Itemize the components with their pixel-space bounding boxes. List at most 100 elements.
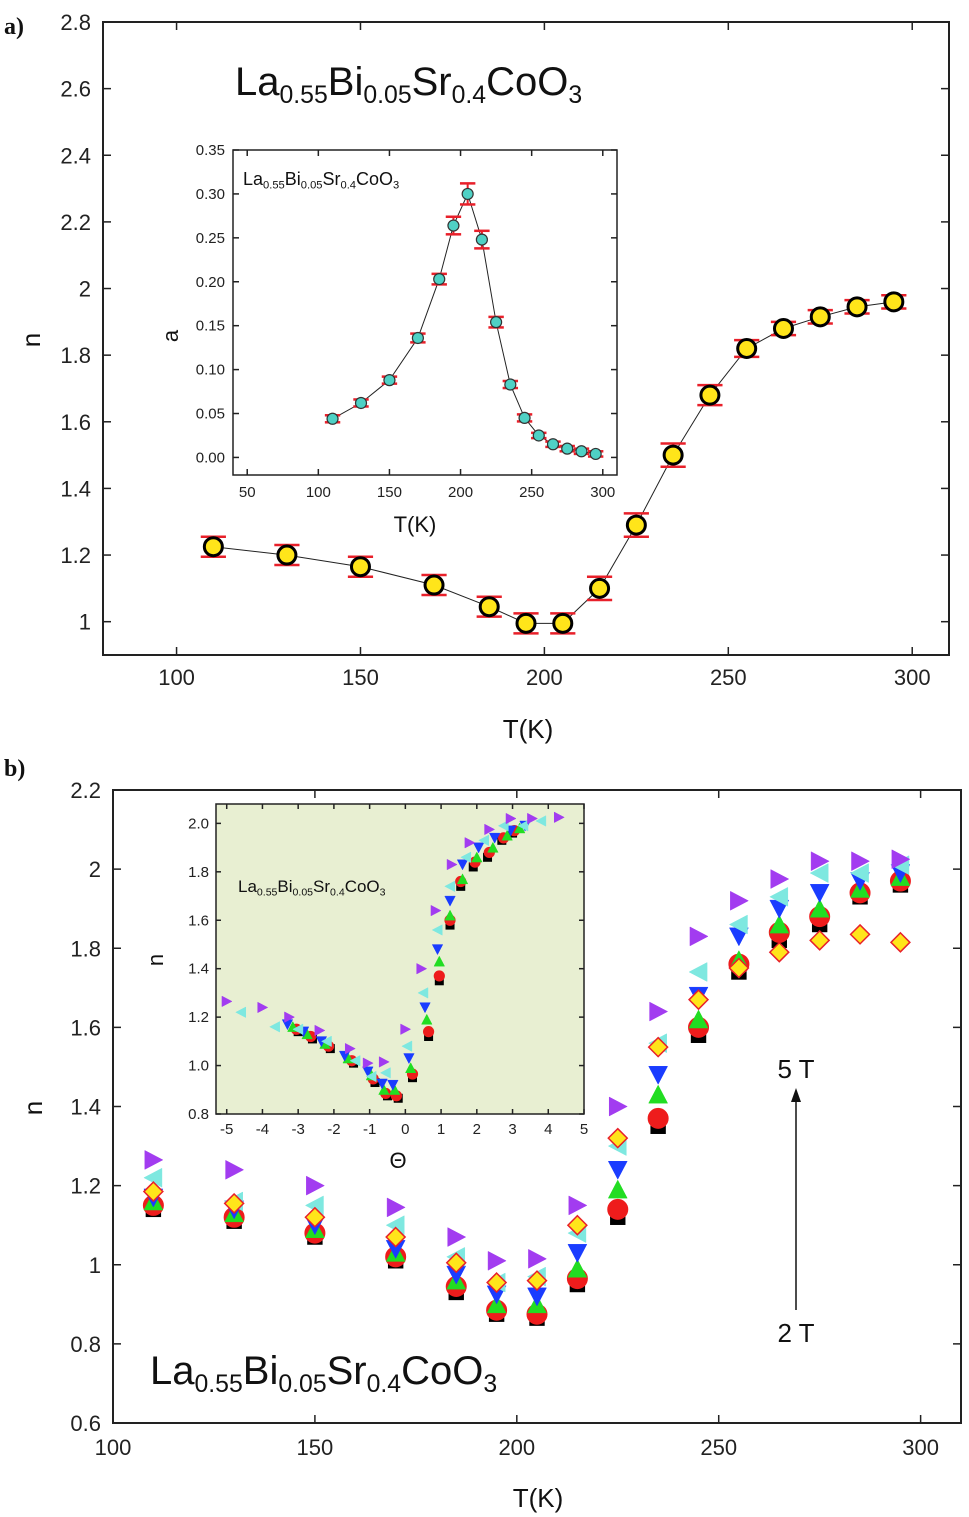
x-tick-label: 200 (526, 665, 563, 690)
panel-a-inset-ylabel: a (158, 329, 183, 342)
data-point (419, 1002, 431, 1014)
data-point (561, 442, 574, 455)
x-tick-label: 200 (498, 1435, 535, 1460)
y-tick-label: 2 (89, 857, 101, 882)
data-point (202, 536, 224, 558)
data-point (769, 914, 790, 934)
data-point (527, 812, 538, 825)
data-point (568, 1195, 588, 1216)
data-point (883, 291, 905, 313)
data-point (411, 331, 424, 345)
data-point (460, 851, 472, 863)
y-tick-label: 1.6 (70, 1015, 101, 1040)
panel-a-ylabel: n (16, 333, 46, 347)
data-point (809, 306, 831, 328)
data-point (478, 596, 500, 618)
data-point (478, 834, 489, 846)
data-point (489, 832, 501, 844)
data-point (809, 884, 830, 903)
data-point (423, 574, 445, 596)
data-point (379, 1067, 391, 1079)
data-point (433, 955, 445, 967)
x-tick-label: 100 (95, 1435, 132, 1460)
y-tick-label: 0.35 (196, 142, 225, 159)
data-point (416, 963, 428, 975)
y-tick-label: 2.6 (60, 77, 91, 102)
y-tick-label: 0.8 (188, 1106, 209, 1123)
data-point (768, 941, 790, 963)
data-point (292, 1023, 304, 1035)
data-point (225, 1159, 245, 1180)
data-point (257, 1001, 269, 1014)
data-point (532, 429, 545, 442)
data-point (487, 1250, 507, 1271)
x-tick-label: 3 (508, 1121, 516, 1138)
data-point (849, 923, 871, 945)
x-tick-label: 50 (239, 484, 256, 501)
x-tick-label: 100 (306, 484, 331, 501)
x-tick-label: -2 (327, 1121, 340, 1138)
x-tick-label: 300 (590, 484, 615, 501)
data-point (647, 1107, 669, 1129)
data-point (320, 1035, 332, 1048)
x-tick-label: 1 (437, 1121, 445, 1138)
y-tick-label: 0.8 (70, 1332, 101, 1357)
data-point (378, 1083, 390, 1095)
data-point (625, 514, 647, 536)
data-point (306, 1175, 325, 1196)
data-point (464, 837, 476, 849)
data-point (688, 989, 710, 1011)
y-tick-label: 1.2 (60, 543, 91, 568)
data-point (846, 296, 868, 318)
data-point (689, 926, 709, 947)
y-tick-label: 0.20 (196, 274, 225, 291)
data-point (728, 914, 748, 935)
y-tick-label: 0.25 (196, 230, 225, 247)
data-point (378, 1056, 390, 1068)
data-point (649, 1001, 669, 1022)
data-point (607, 1179, 628, 1199)
data-point (445, 1252, 467, 1274)
data-point (567, 1244, 588, 1263)
x-tick-label: -3 (292, 1121, 305, 1138)
data-point (648, 1084, 669, 1104)
data-point (589, 577, 611, 599)
data-point (575, 445, 588, 458)
data-point (431, 944, 444, 956)
data-point (526, 1270, 548, 1292)
data-point (662, 444, 684, 466)
data-point (276, 544, 298, 566)
panel-a-formula: La0.55Bi0.05Sr0.4CoO3 (235, 60, 582, 109)
data-point (809, 929, 831, 951)
data-point (383, 374, 396, 387)
data-point (362, 1057, 374, 1069)
panel-b-inset-xlabel: Θ (389, 1148, 406, 1173)
data-point (809, 863, 829, 883)
data-point (338, 1050, 351, 1062)
data-point (447, 219, 460, 232)
x-tick-label: 300 (902, 1435, 939, 1460)
x-tick-label: -4 (256, 1121, 269, 1138)
x-tick-label: 2 (473, 1121, 481, 1138)
data-point (417, 987, 429, 999)
x-tick-label: 4 (544, 1121, 552, 1138)
y-tick-label: 1.6 (60, 410, 91, 435)
data-point (567, 1258, 588, 1278)
panel-b-marks (142, 849, 911, 1326)
data-point (607, 1127, 629, 1149)
panel-a-marks (200, 291, 907, 635)
data-point (400, 1023, 412, 1035)
data-point (223, 1192, 245, 1214)
data-point (142, 1181, 164, 1203)
data-point (365, 1070, 377, 1083)
panel-b-inset-frame (215, 803, 585, 1115)
panel-b-ylabel: n (18, 1101, 48, 1115)
panel-b-inset-ylabel: n (143, 954, 168, 966)
data-point (504, 378, 517, 391)
data-point (518, 411, 531, 425)
data-point (221, 995, 233, 1008)
data-point (515, 612, 537, 634)
data-point (501, 829, 513, 841)
